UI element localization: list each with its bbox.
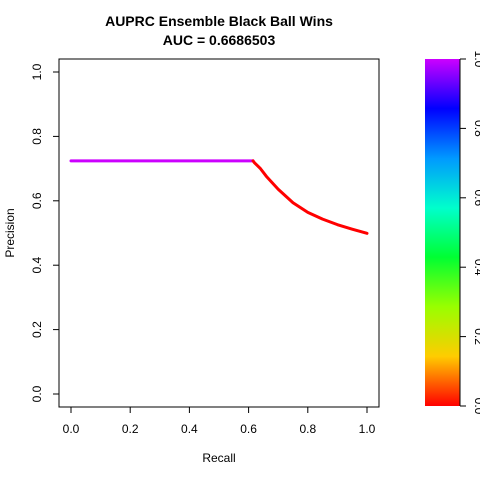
x-axis-label: Recall: [202, 451, 235, 465]
x-axis: 0.0 0.2 0.4 0.6 0.8 1.0: [63, 406, 376, 436]
plot-frame: [58, 58, 380, 408]
y-tick-label: 0.2: [30, 321, 44, 338]
chart-title: AUPRC Ensemble Black Ball Wins: [105, 13, 333, 29]
x-tick-label: 0.0: [63, 422, 80, 436]
y-axis-label: Precision: [3, 208, 17, 257]
x-tick-label: 0.4: [181, 422, 198, 436]
colorbar-tick-label: 0.8: [472, 120, 480, 137]
series-layer: [69, 159, 369, 235]
y-tick-label: 1.0: [30, 63, 44, 80]
colorbar-tick-label: 1.0: [472, 51, 480, 68]
x-tick-label: 0.6: [240, 422, 257, 436]
x-tick-label: 0.2: [122, 422, 139, 436]
y-tick-label: 0.4: [30, 257, 44, 274]
colorbar: [425, 59, 460, 406]
x-tick-label: 0.8: [299, 422, 316, 436]
colorbar-tick-label: 0.4: [472, 259, 480, 276]
y-axis: 0.0 0.2 0.4 0.6 0.8 1.0: [30, 63, 60, 402]
y-tick-label: 0.6: [30, 192, 44, 209]
series-line-2: [251, 159, 369, 235]
colorbar-tick-label: 0.6: [472, 189, 480, 206]
chart-subtitle: AUC = 0.6686503: [163, 32, 276, 48]
colorbar-tick-label: 0.0: [472, 398, 480, 415]
colorbar-axis: 0.0 0.2 0.4 0.6 0.8 1.0: [459, 51, 480, 415]
x-tick-label: 1.0: [359, 422, 376, 436]
colorbar-tick-label: 0.2: [472, 328, 480, 345]
y-tick-label: 0.8: [30, 128, 44, 145]
y-tick-label: 0.0: [30, 385, 44, 402]
